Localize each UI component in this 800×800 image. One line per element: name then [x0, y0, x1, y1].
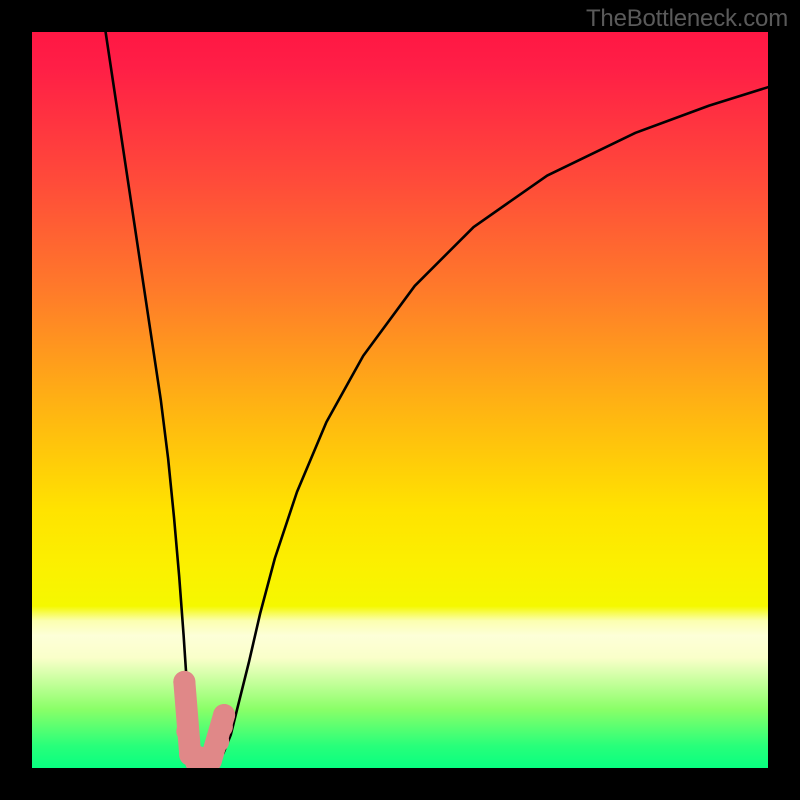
watermark-text: TheBottleneck.com	[586, 5, 788, 33]
bottom-mark-dot	[173, 671, 195, 693]
plot-svg	[32, 32, 768, 768]
bottom-mark-dot	[176, 720, 198, 742]
figure-root: TheBottleneck.com	[0, 0, 800, 800]
plot-area	[32, 32, 768, 768]
plot-background	[32, 32, 768, 768]
bottom-mark-dot	[213, 704, 235, 726]
